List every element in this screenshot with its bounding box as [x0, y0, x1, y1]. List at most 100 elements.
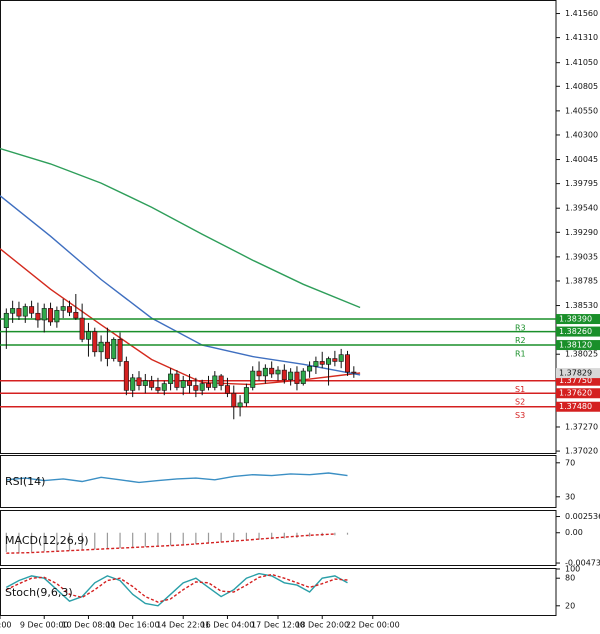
x-tick-label: 16 Dec 04:00 [201, 621, 255, 630]
candle-body [168, 373, 174, 384]
candle-body [187, 380, 193, 386]
level-name: R2 [515, 336, 526, 345]
candle-body [117, 338, 123, 362]
level-price-label: 1.37620 [559, 389, 592, 398]
candle-body [98, 341, 104, 353]
level-name: R3 [515, 324, 526, 333]
candle-body [300, 370, 306, 384]
candle-body [218, 375, 224, 386]
candle-body [104, 341, 110, 359]
candle-body [136, 377, 142, 386]
level-price-label: 1.38390 [559, 315, 592, 324]
candle-body [262, 367, 268, 377]
candle-body [212, 375, 218, 388]
candle-body [294, 371, 300, 384]
candle-body [332, 358, 338, 362]
level-price-label: 1.37750 [559, 376, 592, 385]
last-price-box [556, 368, 600, 379]
level-price-box [556, 340, 600, 351]
y-tick-label: 80 [565, 574, 575, 583]
candle-body [237, 402, 243, 408]
macd-bar [334, 532, 336, 536]
macd-bar [132, 532, 134, 548]
candle-body [142, 380, 148, 386]
candle-body [29, 306, 35, 314]
macd-bar [5, 532, 7, 552]
candle-body [48, 308, 54, 323]
candle-body [73, 311, 79, 319]
y-tick-label: 1.40300 [565, 130, 598, 139]
macd-bar [233, 532, 235, 542]
candle-body [92, 331, 98, 353]
y-tick-label: 1.41560 [565, 9, 598, 18]
indicator-line [6, 573, 348, 603]
macd-bar [258, 532, 260, 540]
candle-body [67, 306, 73, 313]
level-name: S2 [515, 398, 525, 407]
macd-bar [94, 532, 96, 550]
level-price-label: 1.38120 [559, 341, 592, 350]
macd-bar [56, 532, 58, 552]
macd-bar [195, 532, 197, 545]
y-tick-label: 1.40550 [565, 106, 598, 115]
panel-title: RSI(14) [5, 475, 45, 488]
y-tick-label: 1.39290 [565, 228, 598, 237]
macd-bar [106, 532, 109, 549]
y-tick-label: 20 [565, 601, 575, 610]
level-price-box [556, 326, 600, 337]
last-price-label: 1.37829 [559, 369, 592, 378]
macd-bar [169, 532, 172, 546]
macd-bar [182, 532, 184, 545]
candle-body [326, 358, 332, 365]
macd-bar [346, 532, 349, 535]
candle-body [155, 387, 161, 391]
panel-title: Stoch(9,6,3) [5, 586, 73, 599]
candle-body [130, 377, 136, 391]
x-tick-label: 9 Dec 00:00 [20, 621, 69, 630]
candle-body [180, 380, 186, 388]
indicator-line [6, 472, 348, 484]
y-tick-label: 70 [565, 458, 575, 467]
y-tick-label: 1.39795 [565, 179, 598, 188]
y-tick-label: 1.38025 [565, 350, 598, 359]
candle-body [22, 306, 28, 317]
x-tick-label: 00:00 [0, 621, 12, 630]
level-price-box [556, 314, 600, 325]
level-name: S1 [515, 385, 525, 394]
candle-body [313, 361, 319, 367]
macd-bar [144, 532, 146, 547]
x-tick-label: 10 Dec 08:00 [62, 621, 116, 630]
level-price-box [556, 401, 600, 412]
candle-body [161, 383, 167, 391]
macd-bar [119, 532, 121, 549]
macd-bar [43, 532, 45, 552]
candle-body [16, 308, 22, 317]
level-name: S3 [515, 411, 525, 420]
candle-body [224, 385, 230, 394]
level-price-box [556, 388, 600, 399]
x-tick-label: 11 Dec 16:00 [106, 621, 160, 630]
level-price-label: 1.38260 [559, 327, 592, 336]
candle-body [193, 385, 199, 391]
y-tick-label: 0.002536 [565, 512, 600, 521]
x-tick-label: 17 Dec 12:00 [251, 621, 305, 630]
candle-body [243, 387, 249, 404]
candle-body [256, 370, 262, 377]
x-tick-label: 22 Dec 00:00 [346, 621, 400, 630]
candle-body [338, 354, 344, 362]
candle-body [344, 354, 350, 373]
y-tick-label: 1.41050 [565, 58, 598, 67]
y-tick-label: 1.40805 [565, 82, 598, 91]
y-tick-label: 1.38785 [565, 276, 598, 285]
candle-body [250, 370, 256, 388]
candle-body [79, 317, 85, 340]
panel-title: MACD(12,26,9) [5, 534, 89, 547]
candle-body [319, 361, 325, 365]
candle-body [174, 373, 180, 388]
macd-bar [245, 532, 248, 541]
candle-body [149, 380, 155, 388]
y-tick-label: 1.40045 [565, 155, 598, 164]
candle-body [206, 383, 212, 388]
